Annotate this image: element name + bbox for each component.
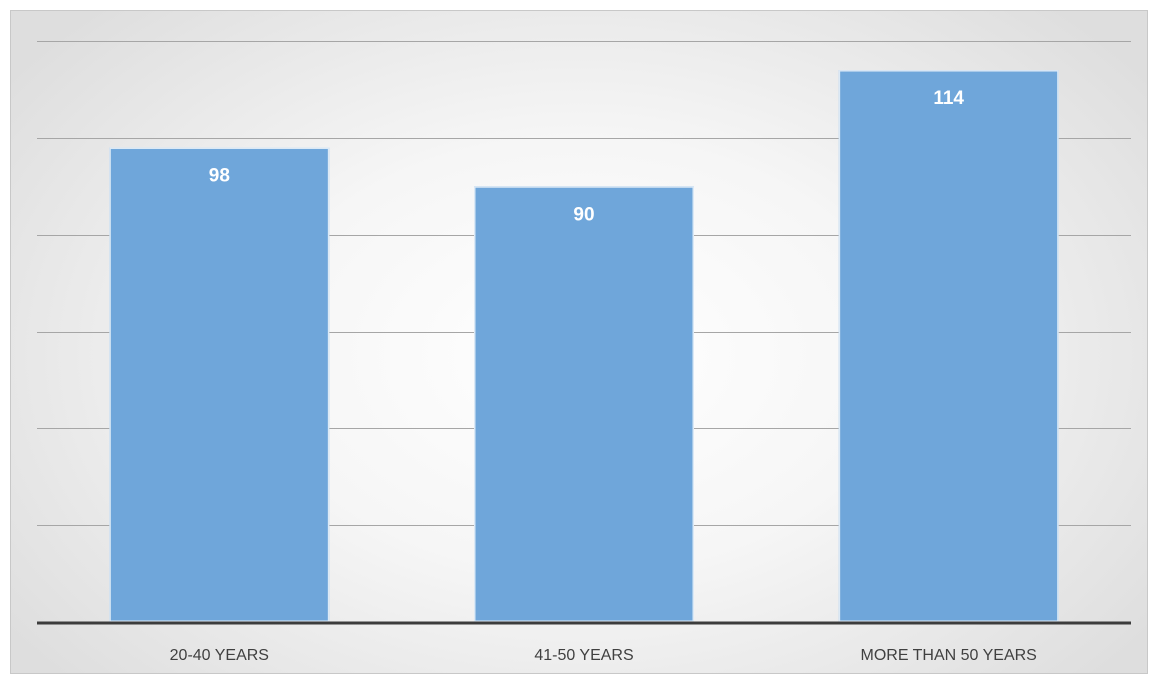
category-labels: 20-40 YEARS 41-50 YEARS MORE THAN 50 YEARS xyxy=(170,647,1037,664)
category-label: 41-50 YEARS xyxy=(534,647,633,664)
data-label: 90 xyxy=(573,204,594,225)
chart-area: 98 90 114 20-40 YEARS 41-50 YEARS MORE THAN … xyxy=(10,10,1148,674)
bar-outline xyxy=(838,70,1059,623)
data-label: 114 xyxy=(933,88,964,109)
bar-chart: 98 90 114 20-40 YEARS 41-50 YEARS MORE THAN … xyxy=(37,41,1131,664)
bar-outline xyxy=(474,186,694,622)
data-label: 98 xyxy=(209,166,230,187)
bar-outline xyxy=(109,147,330,622)
bars xyxy=(109,70,1059,623)
category-label: MORE THAN 50 YEARS xyxy=(860,647,1036,664)
bar xyxy=(838,70,1059,623)
category-label: 20-40 YEARS xyxy=(170,647,269,664)
bar xyxy=(474,186,694,622)
data-labels: 98 90 114 xyxy=(209,88,965,225)
bar xyxy=(109,147,330,622)
